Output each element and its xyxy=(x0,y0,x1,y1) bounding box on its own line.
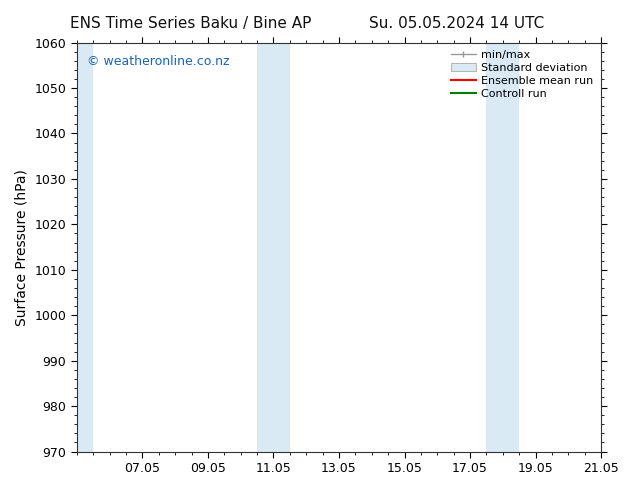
Bar xyxy=(486,43,503,452)
Y-axis label: Surface Pressure (hPa): Surface Pressure (hPa) xyxy=(15,169,29,325)
Text: © weatheronline.co.nz: © weatheronline.co.nz xyxy=(87,55,230,68)
Bar xyxy=(77,43,93,452)
Bar xyxy=(503,43,519,452)
Bar xyxy=(273,43,290,452)
Text: Su. 05.05.2024 14 UTC: Su. 05.05.2024 14 UTC xyxy=(369,16,544,31)
Legend: min/max, Standard deviation, Ensemble mean run, Controll run: min/max, Standard deviation, Ensemble me… xyxy=(449,48,595,101)
Text: ENS Time Series Baku / Bine AP: ENS Time Series Baku / Bine AP xyxy=(70,16,311,31)
Bar xyxy=(257,43,273,452)
